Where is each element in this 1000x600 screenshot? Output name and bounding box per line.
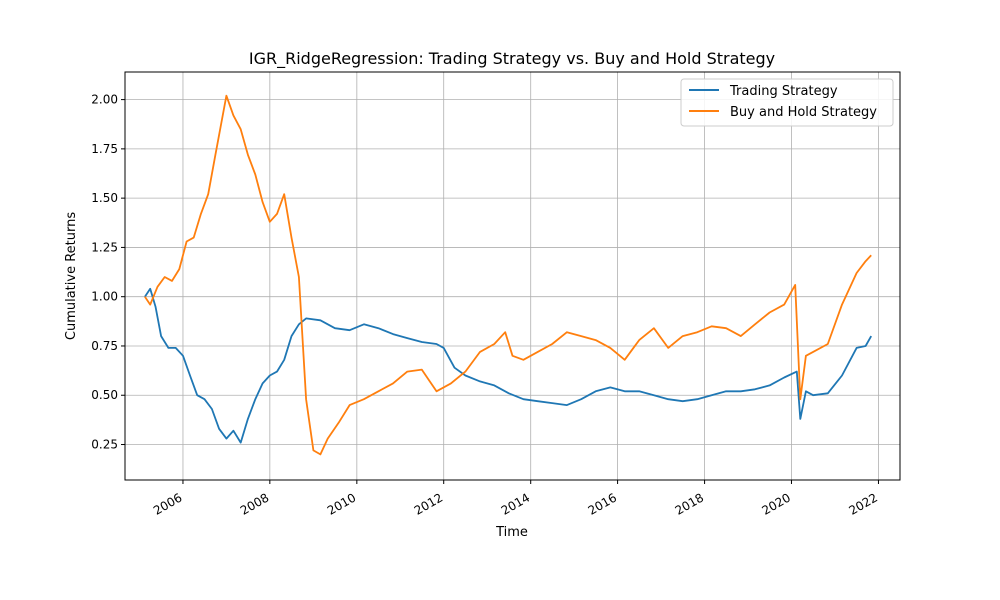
y-tick-label: 1.50 bbox=[91, 191, 118, 205]
y-tick-label: 1.00 bbox=[91, 290, 118, 304]
y-tick-label: 0.75 bbox=[91, 339, 118, 353]
x-axis-label: Time bbox=[495, 525, 528, 540]
series-line-buy-and-hold-strategy bbox=[144, 94, 872, 456]
y-axis-ticks: 0.25 0.50 0.75 1.00 1.25 1.50 1.75 2.00 bbox=[91, 93, 125, 452]
plot-area-frame bbox=[124, 71, 901, 481]
plot-series bbox=[144, 94, 872, 456]
legend-label-trading-strategy: Trading Strategy bbox=[729, 84, 838, 99]
chart-title: IGR_RidgeRegression: Trading Strategy vs… bbox=[249, 49, 775, 69]
y-tick-label: 1.75 bbox=[91, 142, 118, 156]
y-tick-label: 1.25 bbox=[91, 240, 118, 254]
legend: Trading Strategy Buy and Hold Strategy bbox=[680, 78, 894, 127]
legend-box bbox=[680, 78, 894, 127]
legend-label-buy-and-hold-strategy: Buy and Hold Strategy bbox=[730, 105, 877, 120]
y-axis-label: Cumulative Returns bbox=[64, 212, 79, 340]
y-tick-label: 0.50 bbox=[91, 388, 118, 402]
series-line-trading-strategy bbox=[144, 287, 872, 444]
y-tick-label: 0.25 bbox=[91, 438, 118, 452]
y-tick-label: 2.00 bbox=[91, 93, 118, 107]
